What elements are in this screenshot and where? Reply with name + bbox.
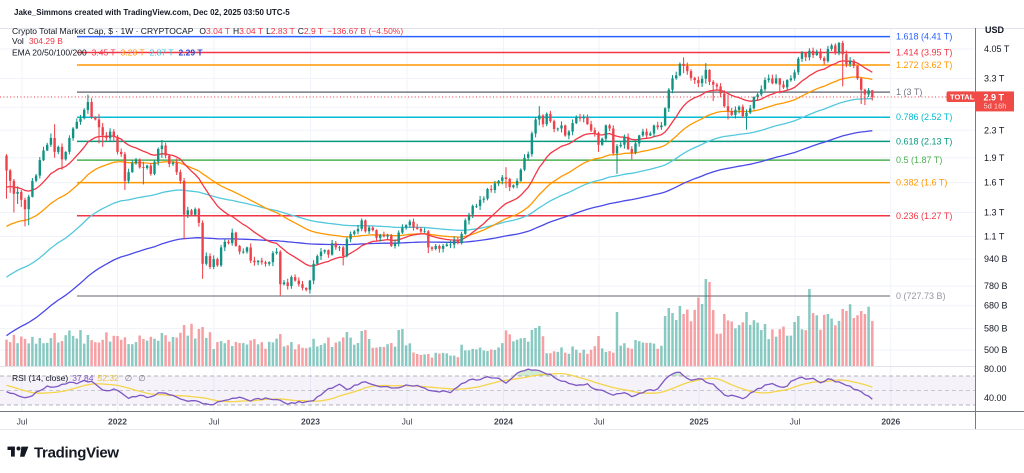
svg-text:2.3 T: 2.3 T: [984, 125, 1005, 135]
svg-text:1.414 (3.95 T): 1.414 (3.95 T): [896, 48, 952, 58]
svg-text:Jul: Jul: [17, 417, 28, 427]
svg-text:Jul: Jul: [790, 417, 801, 427]
svg-text:1 (3 T): 1 (3 T): [896, 87, 922, 97]
svg-text:780 B: 780 B: [984, 281, 1008, 291]
svg-text:0.5 (1.87 T): 0.5 (1.87 T): [896, 155, 942, 165]
svg-text:1.272 (3.62 T): 1.272 (3.62 T): [896, 60, 952, 70]
svg-text:USD: USD: [985, 25, 1005, 35]
svg-text:1.1 T: 1.1 T: [984, 232, 1005, 242]
svg-text:TOTAL: TOTAL: [950, 92, 975, 101]
svg-text:80.00: 80.00: [984, 364, 1007, 374]
svg-text:4.05 T: 4.05 T: [984, 44, 1010, 54]
svg-text:5d 16h: 5d 16h: [984, 102, 1007, 111]
svg-text:TradingView: TradingView: [34, 445, 119, 462]
svg-text:2026: 2026: [881, 417, 900, 427]
svg-text:1.618 (4.41 T): 1.618 (4.41 T): [896, 32, 952, 42]
svg-text:2022: 2022: [108, 417, 127, 427]
svg-text:0.382 (1.6 T): 0.382 (1.6 T): [896, 178, 947, 188]
svg-text:Jul: Jul: [209, 417, 220, 427]
svg-text:2024: 2024: [494, 417, 513, 427]
svg-text:2023: 2023: [301, 417, 320, 427]
svg-text:2025: 2025: [690, 417, 709, 427]
svg-text:680 B: 680 B: [984, 301, 1008, 311]
svg-text:940 B: 940 B: [984, 254, 1008, 264]
svg-text:0.618 (2.13 T): 0.618 (2.13 T): [896, 136, 952, 146]
svg-text:Jul: Jul: [402, 417, 413, 427]
svg-text:Jul: Jul: [594, 417, 605, 427]
svg-text:500 B: 500 B: [984, 345, 1008, 355]
svg-text:3.3 T: 3.3 T: [984, 73, 1005, 83]
svg-text:1.6 T: 1.6 T: [984, 178, 1005, 188]
svg-text:1.9 T: 1.9 T: [984, 153, 1005, 163]
svg-text:580 B: 580 B: [984, 324, 1008, 334]
svg-text:40.00: 40.00: [984, 393, 1007, 403]
svg-text:0 (727.73 B): 0 (727.73 B): [896, 291, 946, 301]
svg-text:1.3 T: 1.3 T: [984, 208, 1005, 218]
svg-text:Jake_Simmons created with Trad: Jake_Simmons created with TradingView.co…: [14, 8, 290, 17]
svg-text:0.236 (1.27 T): 0.236 (1.27 T): [896, 211, 952, 221]
svg-text:0.786 (2.52 T): 0.786 (2.52 T): [896, 112, 952, 122]
svg-text:2.9 T: 2.9 T: [984, 92, 1005, 102]
svg-text:Crypto Total Market Cap, $ · 1: Crypto Total Market Cap, $ · 1W · CRYPTO…: [12, 26, 403, 36]
